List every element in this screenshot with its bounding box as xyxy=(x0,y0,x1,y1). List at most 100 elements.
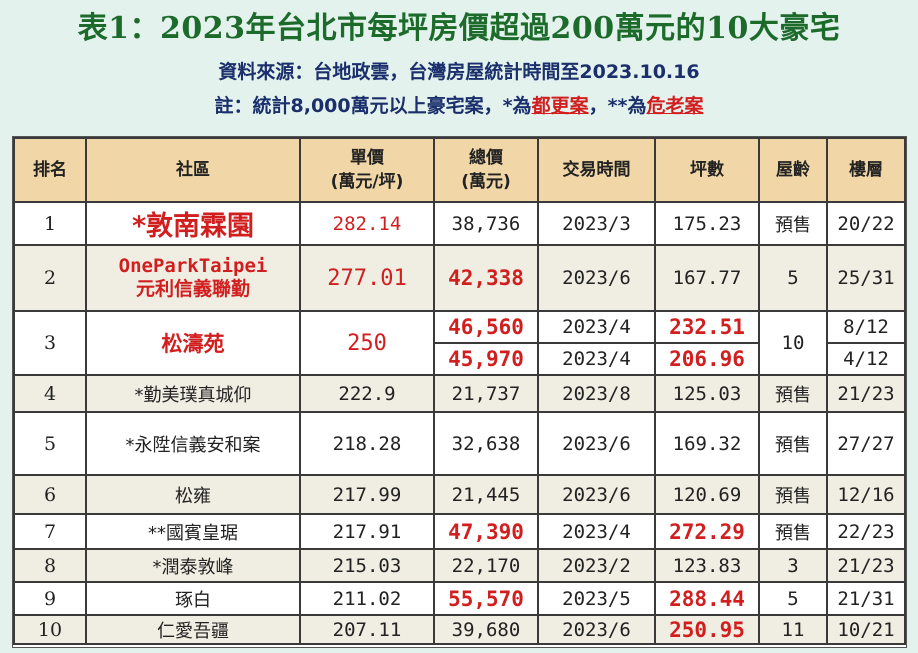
age-cell: 10 xyxy=(758,310,828,376)
age-cell: 預售 xyxy=(758,200,828,247)
date-cell: 2023/6 xyxy=(537,244,656,313)
table-row: 2 OneParkTaipei 元利信義聯勤 277.01 42,338 2023… xyxy=(13,244,906,313)
header-community: 社區 xyxy=(85,137,301,203)
rank-cell: 4 xyxy=(13,373,87,414)
age-cell: 預售 xyxy=(758,513,828,551)
age-cell: 預售 xyxy=(758,411,828,476)
total-price-cell: 39,680 xyxy=(433,614,539,645)
luxury-table: 排名 社區 單價 (萬元/坪) 總價 (萬元) 交易時間 坪數 屋齡 樓層 1 *敦… xyxy=(13,137,906,645)
total-price-cell: 21,445 xyxy=(433,473,539,516)
date-cell: 2023/4 xyxy=(537,310,656,345)
table-row: 8 *潤泰敦峰 215.03 22,170 2023/2 123.83 3 21… xyxy=(13,548,906,584)
age-cell: 預售 xyxy=(758,373,828,414)
date-cell: 2023/4 xyxy=(537,513,656,551)
header-unit-price-l2: (萬元/坪) xyxy=(330,171,404,192)
unit-price-cell: 218.28 xyxy=(299,411,435,476)
date-cell: 2023/6 xyxy=(537,411,656,476)
floor-cell: 21/23 xyxy=(826,373,906,414)
total-price-cell: 47,390 xyxy=(433,513,539,551)
header-floor: 樓層 xyxy=(826,137,906,203)
age-cell: 5 xyxy=(758,244,828,313)
unit-price-cell: 282.14 xyxy=(299,200,435,247)
rank-cell: 10 xyxy=(13,614,87,645)
rank-cell: 6 xyxy=(13,473,87,516)
total-price-cell: 21,737 xyxy=(433,373,539,414)
area-cell: 175.23 xyxy=(654,200,760,247)
unit-price-cell: 215.03 xyxy=(299,548,435,584)
total-price-cell: 42,338 xyxy=(433,244,539,313)
table-row-sub: 45,970 2023/4 206.96 4/12 xyxy=(14,342,906,376)
floor-cell: 4/12 xyxy=(826,342,906,376)
community-cell: 琢白 xyxy=(85,581,301,617)
floor-cell: 20/22 xyxy=(826,200,906,247)
age-cell: 預售 xyxy=(758,473,828,516)
floor-cell: 22/23 xyxy=(826,513,906,551)
floor-cell: 21/31 xyxy=(826,581,906,617)
age-cell: 11 xyxy=(758,614,828,645)
community-name-line2: 元利信義聯勤 xyxy=(135,278,250,301)
floor-cell: 21/23 xyxy=(826,548,906,584)
unit-price-cell: 277.01 xyxy=(299,244,435,313)
note-dangerous-old: 危老案 xyxy=(646,95,704,117)
note-urban-renewal: 都更案 xyxy=(531,95,589,117)
area-cell: 288.44 xyxy=(654,581,760,617)
table-row: 5 *永陞信義安和案 218.28 32,638 2023/6 169.32 預… xyxy=(13,411,906,476)
page-title: 表1：2023年台北市每坪房價超過200萬元的10大豪宅 xyxy=(77,11,841,46)
unit-price-cell: 217.99 xyxy=(299,473,435,516)
table-row: 3 松濤苑 250 46,560 2023/4 232.51 10 8/12 xyxy=(13,310,906,376)
header-unit-price: 單價 (萬元/坪) xyxy=(299,137,435,203)
date-cell: 2023/5 xyxy=(537,581,656,617)
unit-price-cell: 207.11 xyxy=(299,614,435,645)
header-total-price: 總價 (萬元) xyxy=(433,137,539,203)
date-cell: 2023/6 xyxy=(537,473,656,516)
total-price-cell: 32,638 xyxy=(433,411,539,476)
note-line: 註：統計8,000萬元以上豪宅案，*為都更案，**為危老案 xyxy=(0,92,918,120)
date-cell: 2023/8 xyxy=(537,373,656,414)
community-cell: *永陞信義安和案 xyxy=(85,411,301,476)
area-cell: 272.29 xyxy=(654,513,760,551)
rank-cell: 5 xyxy=(13,411,87,476)
total-price-cell: 55,570 xyxy=(433,581,539,617)
rank-cell: 8 xyxy=(13,548,87,584)
unit-price-cell: 250 xyxy=(299,310,435,376)
source-line: 資料來源：台地政雲，台灣房屋統計時間至2023.10.16 xyxy=(218,61,700,83)
floor-cell: 25/31 xyxy=(826,244,906,313)
unit-price-cell: 222.9 xyxy=(299,373,435,414)
header-rank: 排名 xyxy=(13,137,87,203)
date-cell: 2023/4 xyxy=(537,342,656,376)
community-cell: 仁愛吾疆 xyxy=(85,614,301,645)
date-cell: 2023/6 xyxy=(537,614,656,645)
header-total-price-l2: (萬元) xyxy=(461,171,511,192)
total-price-cell: 38,736 xyxy=(433,200,539,247)
note-prefix: 註：統計8,000萬元以上豪宅案，*為 xyxy=(214,95,532,117)
table-row: 10 仁愛吾疆 207.11 39,680 2023/6 250.95 11 1… xyxy=(13,614,906,645)
table-row: 1 *敦南霖園 282.14 38,736 2023/3 175.23 預售 2… xyxy=(13,200,906,247)
area-cell: 125.03 xyxy=(654,373,760,414)
area-cell: 167.77 xyxy=(654,244,760,313)
community-cell: 松濤苑 xyxy=(85,310,301,376)
area-cell: 169.32 xyxy=(654,411,760,476)
floor-cell: 8/12 xyxy=(826,310,906,345)
date-cell: 2023/3 xyxy=(537,200,656,247)
total-price-cell: 45,970 xyxy=(433,342,539,376)
note-sep: ，**為 xyxy=(588,95,647,117)
header-area: 坪數 xyxy=(654,137,760,203)
community-name-line1: OneParkTaipei xyxy=(118,255,268,278)
total-price-cell: 22,170 xyxy=(433,548,539,584)
community-cell: 松雍 xyxy=(85,473,301,516)
luxury-table-container: 排名 社區 單價 (萬元/坪) 總價 (萬元) 交易時間 坪數 屋齡 樓層 1 *敦… xyxy=(12,136,907,648)
community-cell: *敦南霖園 xyxy=(85,200,301,247)
age-cell: 3 xyxy=(758,548,828,584)
community-cell: OneParkTaipei 元利信義聯勤 xyxy=(85,244,301,313)
rank-cell: 3 xyxy=(13,310,87,376)
age-cell: 5 xyxy=(758,581,828,617)
header-date: 交易時間 xyxy=(537,137,656,203)
community-cell: *潤泰敦峰 xyxy=(85,548,301,584)
table-row: 9 琢白 211.02 55,570 2023/5 288.44 5 21/31 xyxy=(13,581,906,617)
rank-cell: 9 xyxy=(13,581,87,617)
area-cell: 250.95 xyxy=(654,614,760,645)
rank-cell: 1 xyxy=(13,200,87,247)
community-cell: **國賓皇琚 xyxy=(85,513,301,551)
total-price-cell: 46,560 xyxy=(433,310,539,345)
table-row: 4 *勤美璞真城仰 222.9 21,737 2023/8 125.03 預售 … xyxy=(13,373,906,414)
